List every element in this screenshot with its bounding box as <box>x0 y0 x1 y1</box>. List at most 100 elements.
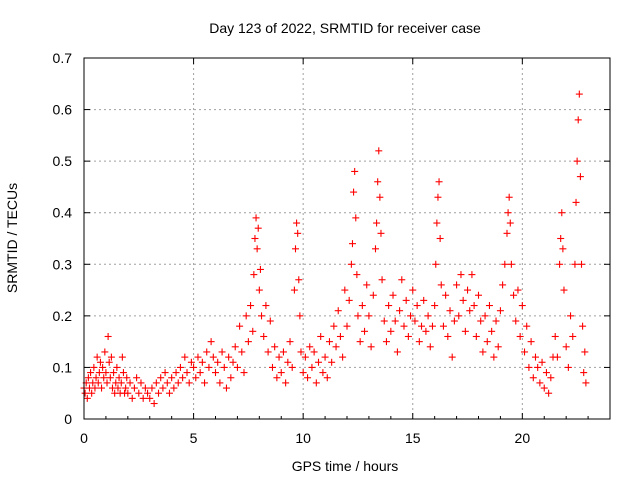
data-point <box>461 327 469 335</box>
data-point <box>407 312 415 320</box>
data-point <box>435 178 443 186</box>
data-point <box>114 384 122 392</box>
data-point <box>240 369 248 377</box>
data-point <box>558 209 566 217</box>
data-point <box>262 302 270 310</box>
data-point <box>534 363 542 371</box>
data-point <box>244 338 252 346</box>
data-point <box>165 389 173 397</box>
data-point <box>254 224 262 232</box>
data-point <box>466 307 474 315</box>
x-tick-label: 5 <box>190 430 198 446</box>
data-point <box>253 245 261 253</box>
data-point <box>159 384 167 392</box>
data-point <box>106 374 114 382</box>
data-point <box>198 358 206 366</box>
data-point <box>207 338 215 346</box>
data-point <box>297 348 305 356</box>
data-point <box>227 374 235 382</box>
y-tick-label: 0 <box>64 411 72 427</box>
data-point <box>531 353 539 361</box>
data-point <box>306 343 314 351</box>
data-point <box>578 260 586 268</box>
data-point <box>115 374 123 382</box>
data-point <box>422 327 430 335</box>
data-point <box>504 209 512 217</box>
data-point <box>529 374 537 382</box>
data-point <box>194 353 202 361</box>
data-point <box>402 296 410 304</box>
data-point <box>163 379 171 387</box>
data-point <box>83 394 91 402</box>
data-point <box>516 332 524 340</box>
data-point <box>542 369 550 377</box>
data-point <box>135 389 143 397</box>
data-point <box>150 400 158 408</box>
data-point <box>218 348 226 356</box>
data-point <box>434 193 442 201</box>
data-point <box>365 312 373 320</box>
data-point <box>87 369 95 377</box>
data-point <box>343 322 351 330</box>
data-point <box>172 369 180 377</box>
data-point <box>339 353 347 361</box>
data-point <box>404 332 412 340</box>
data-point <box>418 322 426 330</box>
y-axis-label: SRMTID / TECUs <box>4 183 20 293</box>
data-point <box>580 369 588 377</box>
data-point <box>428 322 436 330</box>
data-point <box>122 384 130 392</box>
data-point <box>567 312 575 320</box>
data-point <box>501 260 509 268</box>
data-point <box>146 394 154 402</box>
data-point <box>102 369 110 377</box>
data-point <box>284 358 292 366</box>
data-point <box>192 374 200 382</box>
data-point <box>84 374 92 382</box>
data-point <box>415 338 423 346</box>
data-point <box>472 332 480 340</box>
data-point <box>325 338 333 346</box>
data-point <box>525 363 533 371</box>
data-point <box>209 353 217 361</box>
data-point <box>141 384 149 392</box>
y-tick-label: 0.5 <box>53 153 73 169</box>
data-point <box>400 322 408 330</box>
data-point <box>380 317 388 325</box>
data-point <box>81 389 89 397</box>
data-point <box>100 374 108 382</box>
data-point <box>356 338 364 346</box>
data-point <box>470 302 478 310</box>
data-point <box>96 358 104 366</box>
data-point <box>312 379 320 387</box>
data-point <box>481 312 489 320</box>
data-point <box>103 379 111 387</box>
data-point <box>275 353 283 361</box>
data-point <box>328 358 336 366</box>
data-point <box>291 245 299 253</box>
data-point <box>214 358 222 366</box>
data-point <box>282 379 290 387</box>
data-point <box>464 286 472 294</box>
data-point <box>157 374 165 382</box>
data-point <box>347 260 355 268</box>
grid-layer <box>84 58 610 419</box>
data-point <box>518 302 526 310</box>
data-point <box>571 260 579 268</box>
data-point <box>385 302 393 310</box>
data-point <box>556 260 564 268</box>
data-point <box>225 353 233 361</box>
data-point <box>436 235 444 242</box>
data-point <box>353 271 361 279</box>
data-point <box>521 348 529 356</box>
y-tick-label: 0.2 <box>53 308 73 324</box>
data-point <box>420 296 428 304</box>
data-point <box>113 363 121 371</box>
data-point <box>137 379 145 387</box>
data-point <box>536 379 544 387</box>
data-point <box>560 286 568 294</box>
data-point <box>126 379 134 387</box>
data-point <box>579 322 587 330</box>
data-point <box>155 389 163 397</box>
data-point <box>201 379 209 387</box>
